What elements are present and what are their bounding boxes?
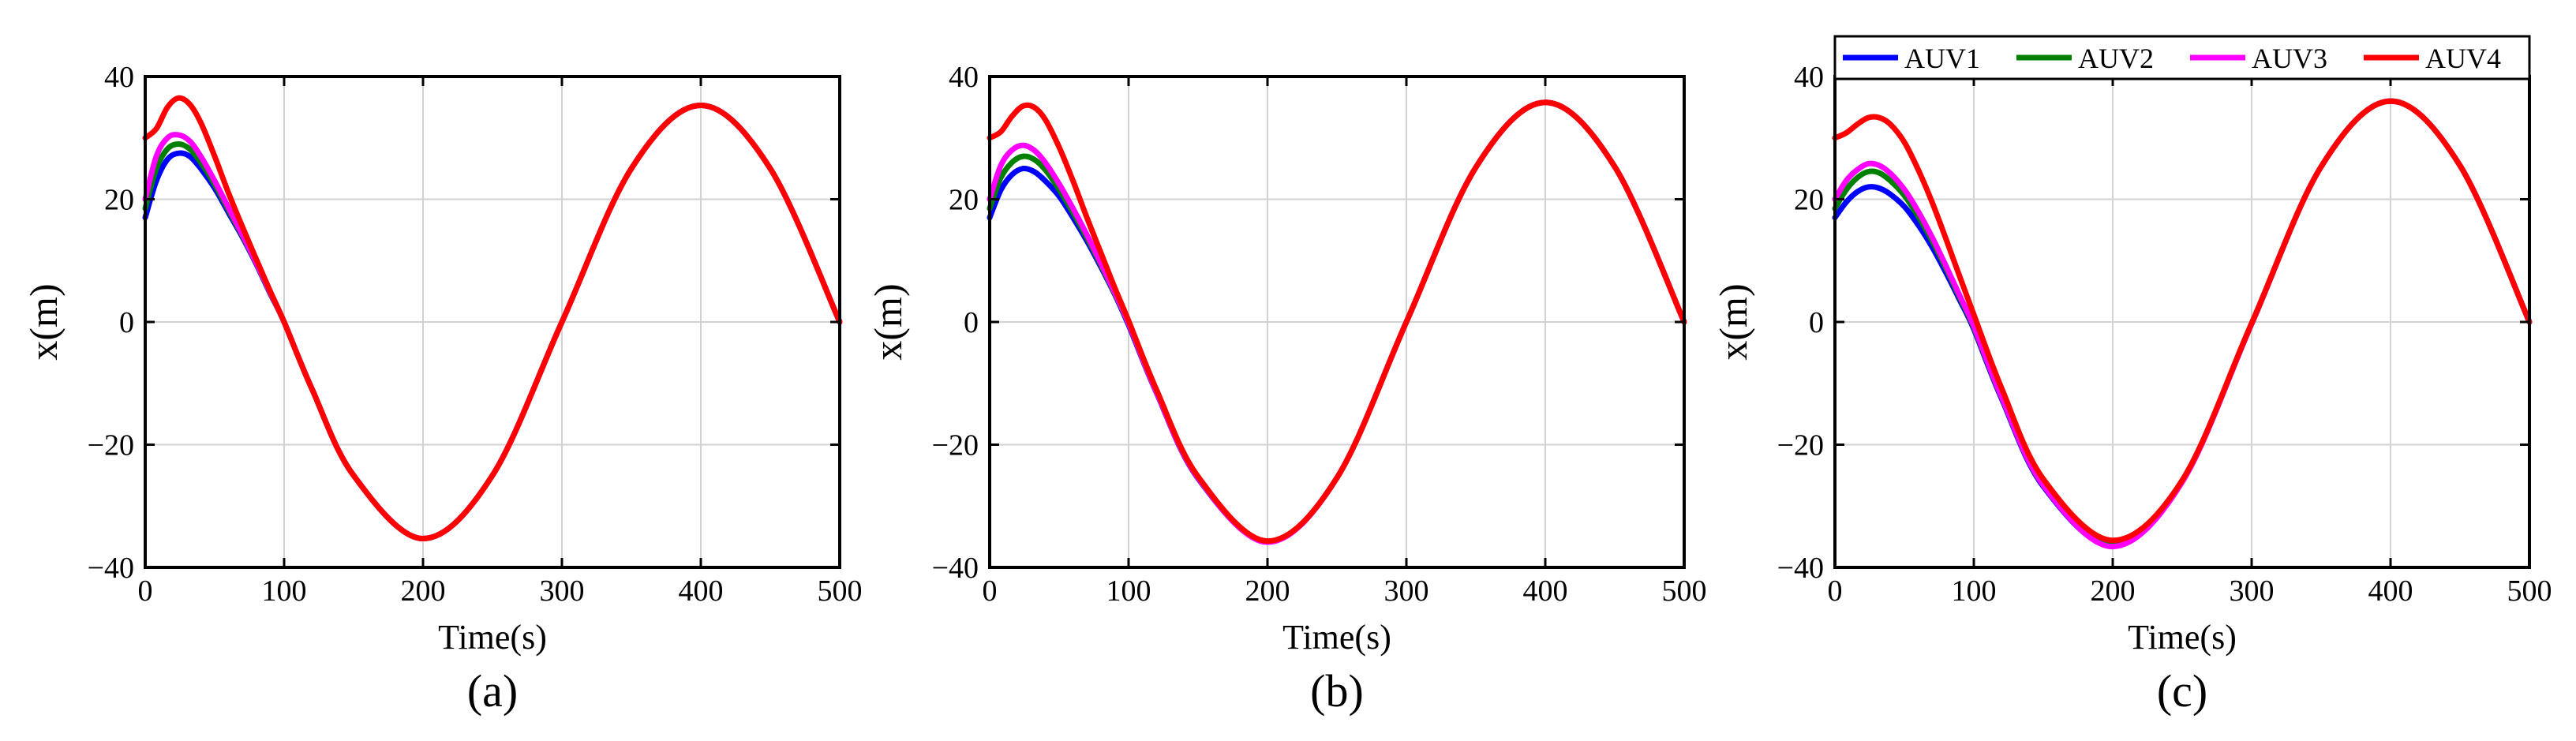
y-axis-label: x(m) bbox=[866, 283, 910, 360]
series-line-4 bbox=[1832, 98, 2533, 544]
panel-c: 0 100 200 300 400 50040200−20−40Time(s)x(m)(c… bbox=[1711, 35, 2552, 717]
x-tick-label: 500 bbox=[1662, 574, 1707, 608]
y-tick-label: −20 bbox=[1777, 429, 1824, 462]
series-line-4 bbox=[987, 99, 1687, 545]
x-tick-label: 400 bbox=[2368, 574, 2413, 608]
y-tick-label: 20 bbox=[1794, 184, 1824, 217]
x-tick-label: 100 bbox=[1952, 574, 1997, 608]
x-axis-label: Time(s) bbox=[2128, 618, 2237, 657]
legend-label-2: AUV2 bbox=[2078, 43, 2154, 74]
x-axis-label: Time(s) bbox=[1282, 618, 1391, 657]
y-tick-label: −40 bbox=[1777, 552, 1824, 585]
y-tick-label: 40 bbox=[1794, 61, 1824, 94]
legend-label-1: AUV1 bbox=[1904, 43, 1980, 74]
x-tick-label: 200 bbox=[2091, 574, 2136, 608]
y-tick-label: −20 bbox=[932, 429, 979, 462]
y-tick-label: 20 bbox=[949, 184, 979, 217]
y-tick-label: −40 bbox=[932, 552, 979, 585]
x-tick-label: 0 bbox=[983, 574, 998, 608]
y-tick-label: 0 bbox=[964, 306, 979, 339]
x-tick-label: 200 bbox=[401, 574, 446, 608]
legend-label-4: AUV4 bbox=[2425, 43, 2501, 74]
x-axis-label: Time(s) bbox=[438, 618, 547, 657]
x-tick-label: 300 bbox=[540, 574, 585, 608]
legend: AUV1 AUV2 AUV3 AUV4 bbox=[1833, 35, 2531, 80]
x-tick-label: 500 bbox=[818, 574, 863, 608]
legend-label-3: AUV3 bbox=[2252, 43, 2327, 74]
x-tick-label: 400 bbox=[679, 574, 724, 608]
panel-label: (a) bbox=[467, 665, 518, 717]
panel-label: (b) bbox=[1310, 665, 1364, 717]
y-axis-label: x(m) bbox=[1711, 283, 1755, 360]
x-tick-label: 300 bbox=[1384, 574, 1429, 608]
y-tick-label: 20 bbox=[104, 184, 134, 217]
y-tick-label: 40 bbox=[949, 61, 979, 94]
x-tick-label: 0 bbox=[138, 574, 153, 608]
y-tick-label: −40 bbox=[88, 552, 134, 585]
x-tick-label: 0 bbox=[1828, 574, 1843, 608]
panel-a: 0 100 200 300 400 50040200−20−40Time(s)x(m)(a… bbox=[21, 61, 863, 717]
x-tick-label: 100 bbox=[1106, 574, 1151, 608]
series-line-4 bbox=[142, 95, 843, 541]
x-tick-label: 300 bbox=[2230, 574, 2275, 608]
x-tick-label: 500 bbox=[2507, 574, 2552, 608]
x-tick-label: 100 bbox=[262, 574, 307, 608]
panel-label: (c) bbox=[2157, 665, 2207, 717]
y-axis-label: x(m) bbox=[21, 283, 66, 360]
y-tick-label: 0 bbox=[119, 306, 134, 339]
x-tick-label: 200 bbox=[1245, 574, 1290, 608]
panel-b: 0 100 200 300 400 50040200−20−40Time(s)x(m)(b… bbox=[866, 61, 1707, 717]
y-tick-label: 40 bbox=[104, 61, 134, 94]
x-tick-label: 400 bbox=[1523, 574, 1568, 608]
y-tick-label: 0 bbox=[1809, 306, 1824, 339]
y-tick-label: −20 bbox=[88, 429, 134, 462]
